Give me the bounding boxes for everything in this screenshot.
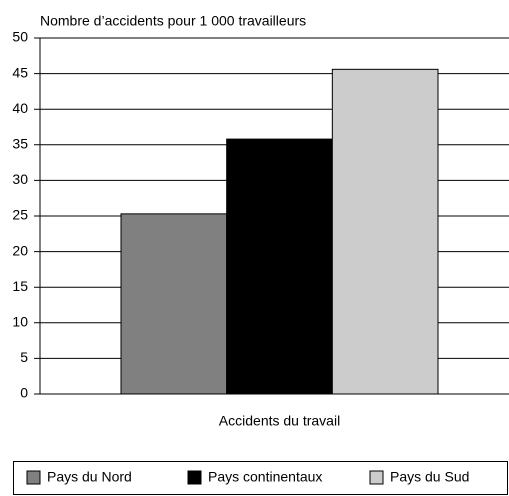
- y-tick-label: 10: [12, 314, 28, 330]
- x-tick-label: Accidents du travail: [219, 413, 340, 429]
- legend-label: Pays du Nord: [47, 469, 132, 485]
- y-tick-label: 30: [12, 171, 28, 187]
- y-tick-label: 50: [12, 29, 28, 45]
- legend-swatch: [26, 470, 41, 485]
- chart-title: Nombre d’accidents pour 1 000 travailleu…: [40, 13, 306, 29]
- y-tick-label: 25: [12, 207, 28, 223]
- y-tick-label: 0: [20, 385, 28, 401]
- legend-box: [13, 461, 508, 495]
- y-tick-label: 35: [12, 136, 28, 152]
- bar: [331, 68, 439, 395]
- y-tick-label: 40: [12, 100, 28, 116]
- legend-swatch: [369, 470, 384, 485]
- legend-label: Pays continentaux: [208, 469, 322, 485]
- bar: [226, 138, 333, 395]
- y-tick-label: 5: [20, 349, 28, 365]
- y-tick-label: 45: [12, 64, 28, 80]
- legend-swatch: [187, 470, 202, 485]
- legend-label: Pays du Sud: [390, 469, 469, 485]
- y-tick-label: 20: [12, 242, 28, 258]
- bar: [120, 213, 228, 395]
- y-tick-label: 15: [12, 278, 28, 294]
